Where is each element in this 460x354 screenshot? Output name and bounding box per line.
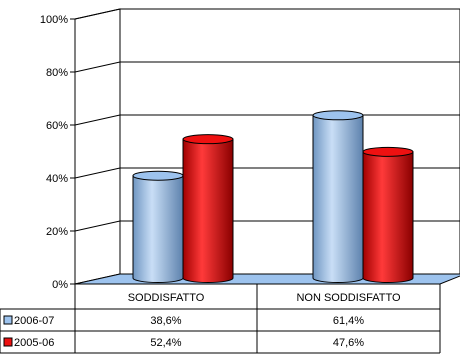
bar-2005-06-non-soddisfatto — [362, 146, 414, 283]
y-tick-label: 0% — [52, 279, 68, 291]
data-label: 47,6% — [333, 337, 364, 349]
bar-2005-06-soddisfatto — [182, 134, 234, 283]
gridline-side — [74, 61, 121, 73]
legend-swatch — [3, 337, 13, 347]
bar-2006-07-non-soddisfatto — [312, 110, 364, 283]
y-tick-label: 60% — [46, 120, 68, 132]
bar-body — [132, 175, 184, 283]
y-tick-label: 20% — [46, 226, 68, 238]
legend-label: 2006-07 — [14, 315, 54, 327]
gridline-side — [74, 114, 121, 126]
bar-2006-07-soddisfatto — [132, 170, 184, 283]
data-label: 38,6% — [150, 315, 181, 327]
category-label: SODDISFATTO — [128, 292, 205, 304]
y-tick-label: 80% — [46, 67, 68, 79]
bar-top — [362, 146, 414, 157]
gridline-side — [74, 220, 121, 232]
gridline-side — [74, 167, 121, 179]
gridline-side — [74, 8, 121, 20]
data-label: 52,4% — [150, 337, 181, 349]
side-wall — [74, 8, 121, 285]
y-tick-label: 40% — [46, 173, 68, 185]
data-label: 61,4% — [333, 315, 364, 327]
bar-top — [182, 134, 234, 145]
bar-body — [182, 138, 234, 283]
legend-swatch — [3, 315, 13, 325]
bar-top — [132, 170, 184, 181]
bar-body — [362, 151, 414, 283]
bar-body — [312, 114, 364, 283]
legend-label: 2005-06 — [14, 337, 54, 349]
bar-top — [312, 110, 364, 121]
y-tick-label: 100% — [40, 14, 68, 26]
category-label: NON SODDISFATTO — [296, 292, 401, 304]
